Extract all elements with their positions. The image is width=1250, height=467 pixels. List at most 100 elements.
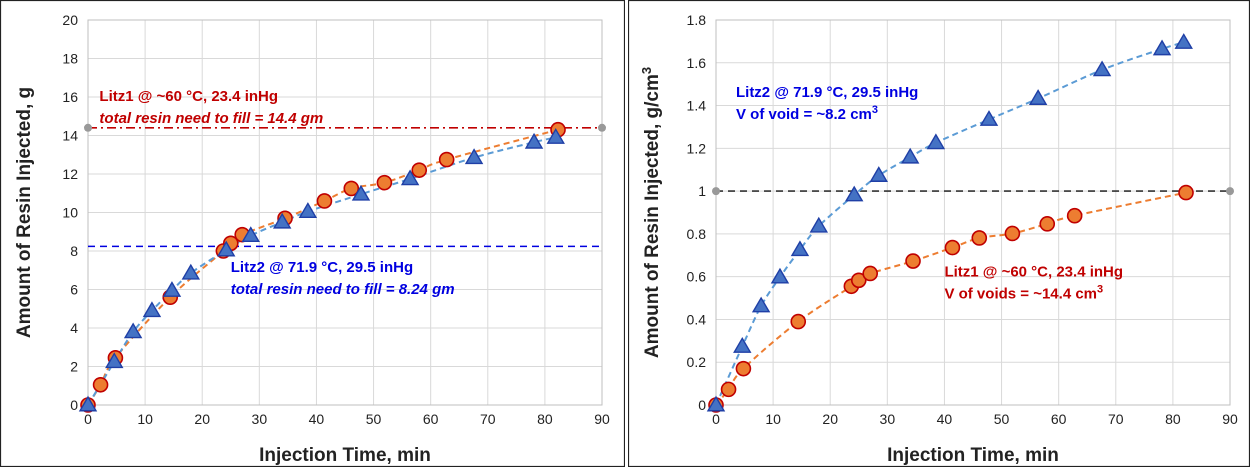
- density-triangle-point: [770, 267, 790, 284]
- density-triangle-point: [844, 185, 864, 202]
- density-triangle-point: [926, 133, 946, 150]
- density-reference-line-marker: [712, 187, 720, 196]
- density-triangle-point: [1092, 60, 1112, 77]
- mass-y-tick-label: 12: [62, 166, 78, 182]
- mass-x-tick-label: 60: [423, 411, 439, 427]
- density-x-tick-label: 30: [880, 411, 896, 427]
- mass-triangle-point: [351, 184, 371, 201]
- mass-x-tick-label: 90: [594, 411, 610, 427]
- mass-y-tick-label: 2: [70, 359, 78, 375]
- chart-density-svg: 0 10 20 30 40 50 60 70 80 90 0 0.2 0.4 0.6 0.8 1 1.2 1.4 1…: [628, 0, 1250, 467]
- density-series-fit-line: [715, 191, 1187, 406]
- mass-triangle-point: [464, 148, 484, 165]
- density-x-tick-label: 50: [994, 411, 1010, 427]
- mass-triangle-point: [298, 202, 318, 218]
- density-circle-point: [971, 230, 988, 246]
- mass-annotation-line: total resin need to fill = 14.4 gm: [99, 110, 323, 127]
- density-triangle-point: [900, 147, 920, 164]
- density-triangle-point: [869, 166, 888, 182]
- density-triangle-point: [733, 337, 752, 353]
- density-y-axis-title-sup: 3: [639, 67, 654, 74]
- density-gridlines: [716, 19, 1231, 405]
- mass-y-tick-label: 20: [62, 12, 78, 28]
- mass-circle-point: [411, 162, 428, 178]
- density-x-tick-label: 80: [1165, 411, 1181, 427]
- mass-gridlines: [88, 19, 603, 405]
- mass-triangle-point: [181, 263, 201, 280]
- density-y-axis-title: Amount of Resin Injected, g/cm3: [639, 67, 664, 358]
- chart-mass-svg: 0 10 20 30 40 50 60 70 80 90 0 2 4 6 8 10 12 14 16 18 20 Inje…: [0, 0, 625, 467]
- mass-triangle-point: [123, 322, 143, 339]
- mass-circle-point: [438, 151, 455, 168]
- mass-series-fit-line: [87, 136, 556, 406]
- mass-y-tick-label: 10: [62, 205, 78, 221]
- density-annotation-sup: 3: [872, 104, 878, 116]
- mass-triangle-point: [546, 128, 565, 144]
- mass-y-tick-label: 6: [70, 282, 78, 298]
- density-x-tick-label: 90: [1222, 411, 1238, 427]
- density-y-tick-label: 0.8: [687, 226, 707, 242]
- mass-y-axis-title: Amount of Resin Injected, g: [14, 87, 35, 338]
- mass-y-tick-label: 14: [62, 128, 78, 144]
- mass-triangle-point: [105, 352, 124, 369]
- mass-x-tick-label: 20: [194, 411, 210, 427]
- mass-y-tick-label: 4: [70, 320, 78, 336]
- mass-x-tick-label: 50: [366, 411, 382, 427]
- mass-triangle-point: [162, 281, 182, 297]
- mass-x-tick-label: 0: [84, 411, 92, 427]
- density-x-tick-label: 0: [712, 411, 720, 427]
- density-annotation-line: Litz2 @ 71.9 °C, 29.5 inHg: [736, 84, 918, 101]
- density-y-tick-label: 1.8: [687, 12, 707, 28]
- density-circle-point: [850, 272, 867, 289]
- mass-triangle-point: [142, 301, 162, 318]
- mass-reference-line-marker: [598, 123, 606, 132]
- mass-circle-point: [343, 180, 360, 197]
- density-y-tick-label: 1.6: [687, 55, 707, 71]
- density-y-tick-label: 0.4: [687, 311, 707, 327]
- density-reference-line-marker: [1226, 187, 1234, 196]
- density-x-tick-label: 40: [937, 411, 953, 427]
- density-triangle-point: [809, 216, 829, 233]
- density-circle-point: [720, 381, 737, 398]
- density-circle-point: [1178, 184, 1194, 201]
- density-y-tick-label: 0.6: [687, 269, 707, 285]
- density-circle-point: [1004, 225, 1021, 242]
- mass-triangle-point: [272, 212, 292, 229]
- mass-x-axis-title: Injection Time, min: [259, 445, 431, 466]
- density-plot-area: [715, 19, 1231, 406]
- mass-x-tick-label: 70: [480, 411, 496, 427]
- density-circle-point: [790, 313, 807, 330]
- mass-x-tick-label: 10: [137, 411, 153, 427]
- density-circle-point: [862, 265, 878, 282]
- density-triangle-point: [790, 240, 810, 257]
- mass-plot-area: [87, 19, 603, 406]
- mass-y-tick-label: 8: [70, 243, 78, 259]
- chart-panel-density: 0 10 20 30 40 50 60 70 80 90 0 0.2 0.4 0.6 0.8 1 1.2 1.4 1…: [628, 0, 1250, 467]
- density-x-tick-label: 70: [1108, 411, 1124, 427]
- mass-x-tick-label: 80: [537, 411, 553, 427]
- density-y-tick-label: 1.4: [687, 98, 707, 114]
- density-y-tick-label: 1: [698, 183, 706, 199]
- mass-annotation-line: Litz2 @ 71.9 °C, 29.5 inHg: [231, 259, 413, 276]
- chart-panel-mass: 0 10 20 30 40 50 60 70 80 90 0 2 4 6 8 10 12 14 16 18 20 Inje…: [0, 0, 625, 467]
- density-triangle-point: [1152, 39, 1172, 56]
- density-y-tick-label: 0.2: [687, 354, 707, 370]
- mass-x-tick-label: 40: [309, 411, 325, 427]
- mass-triangle-point: [216, 240, 236, 257]
- density-series-fit-line: [715, 41, 1184, 406]
- density-triangle-point: [1028, 89, 1048, 105]
- density-annotation-sup: 3: [1097, 284, 1103, 296]
- density-circle-point: [944, 239, 961, 256]
- mass-circle-point: [92, 376, 109, 393]
- density-annotation-line: V of voids = ~14.4 cm3: [944, 284, 1103, 303]
- density-x-tick-label: 10: [765, 411, 781, 427]
- density-triangle-point: [706, 395, 726, 412]
- density-circle-point: [905, 253, 921, 269]
- mass-circle-point: [376, 174, 393, 191]
- mass-triangle-point: [524, 132, 544, 149]
- mass-triangle-point: [400, 169, 420, 186]
- density-x-tick-label: 60: [1051, 411, 1067, 427]
- mass-y-tick-label: 16: [62, 89, 78, 105]
- mass-triangle-point: [241, 226, 260, 243]
- mass-triangle-point: [78, 395, 98, 412]
